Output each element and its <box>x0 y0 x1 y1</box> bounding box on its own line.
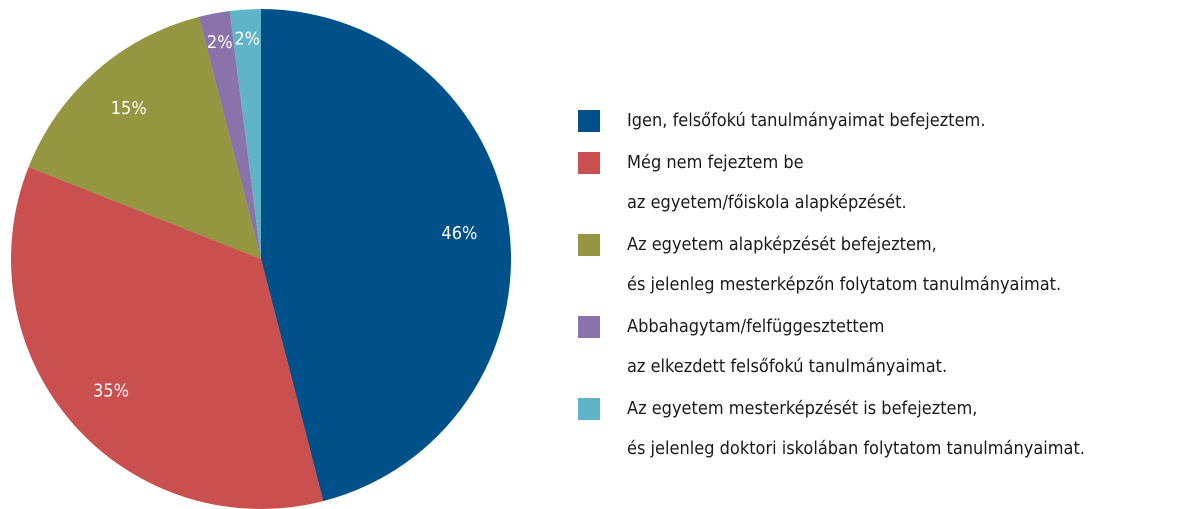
legend-swatch <box>578 152 600 174</box>
legend-item: Az egyetem alapképzését befejeztem, és j… <box>578 225 1085 305</box>
legend-swatch <box>578 110 600 132</box>
legend-label: Igen, felsőfokú tanulmányaimat befejezte… <box>627 110 986 131</box>
pie-slice <box>28 16 261 259</box>
legend-item: Abbahagytam/felfüggesztettem az elkezdet… <box>578 307 1085 387</box>
pie-slice <box>10 166 324 509</box>
slice-label: 2% <box>207 32 233 53</box>
legend-item: Igen, felsőfokú tanulmányaimat befejezte… <box>578 101 1085 141</box>
slice-label: 46% <box>441 223 477 244</box>
slice-label: 15% <box>111 98 147 119</box>
slice-label: 35% <box>93 380 129 401</box>
legend-item: Még nem fejeztem be az egyetem/főiskola … <box>578 143 1085 223</box>
legend-swatch <box>578 316 600 338</box>
pie-slice <box>229 9 261 259</box>
legend: Igen, felsőfokú tanulmányaimat befejezte… <box>578 101 1085 471</box>
legend-swatch <box>578 398 600 420</box>
legend-label: Az egyetem alapképzését befejeztem, és j… <box>627 234 1062 295</box>
legend-label: Abbahagytam/felfüggesztettem az elkezdet… <box>627 316 948 377</box>
legend-swatch <box>578 234 600 256</box>
slice-label: 2% <box>234 28 260 49</box>
legend-label: Még nem fejeztem be az egyetem/főiskola … <box>627 152 907 213</box>
legend-item: Az egyetem mesterképzését is befejeztem,… <box>578 389 1085 469</box>
pie-slice <box>261 9 511 502</box>
legend-label: Az egyetem mesterképzését is befejeztem,… <box>627 398 1085 459</box>
pie-slice <box>198 10 261 259</box>
chart: 46% 35% 15% 2% 2% <box>10 9 511 509</box>
